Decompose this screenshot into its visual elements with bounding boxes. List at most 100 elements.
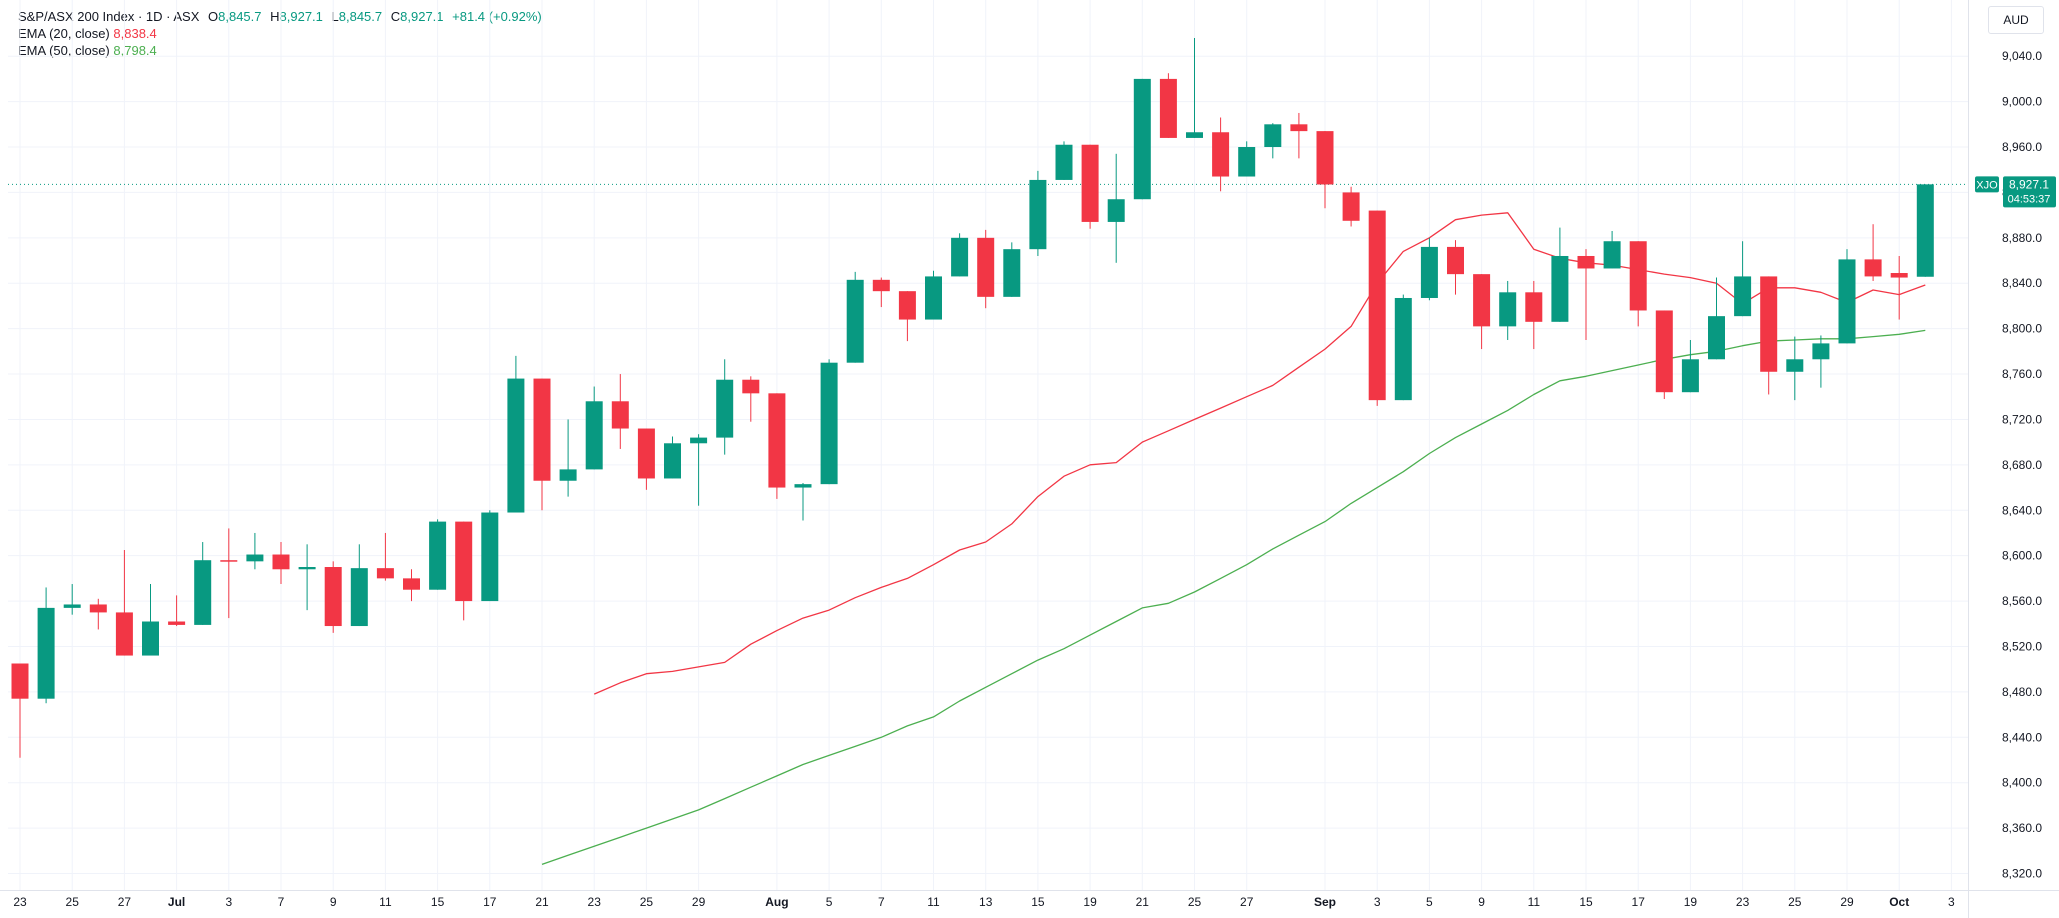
last-price-text: 8,927.1	[2009, 177, 2049, 191]
candle-down	[1629, 241, 1647, 327]
candle-up	[846, 271, 864, 363]
symbol-title[interactable]: S&P/ASX 200 Index · 1D · ASX	[18, 9, 200, 24]
candle-down	[898, 291, 916, 342]
candle-down	[272, 542, 290, 585]
candle-body	[1186, 132, 1203, 138]
candle-up	[1499, 280, 1517, 340]
price-tick-label: 8,520.0	[2002, 639, 2042, 653]
price-tick-label: 8,600.0	[2002, 549, 2042, 563]
candle-down	[533, 378, 551, 511]
candle-body	[1786, 359, 1804, 372]
candle-body	[1107, 199, 1125, 222]
candle-body	[324, 567, 342, 627]
candle-body	[716, 379, 734, 438]
candle-up	[1055, 141, 1073, 180]
candle-body	[1551, 255, 1569, 322]
time-tick-label: 19	[1083, 895, 1097, 909]
candle-up	[794, 483, 812, 521]
candle-down	[89, 598, 107, 630]
time-tick-label: 29	[1840, 895, 1854, 909]
candle-body	[1812, 343, 1830, 360]
candle-body	[690, 437, 708, 444]
candle-up	[1551, 227, 1569, 322]
time-axis[interactable]: 23 25 27 Jul 3 7 9 11 15 17 21 23 25 29 Aug 5 7 11 13 15 19 2…	[13, 895, 1955, 909]
candle-body	[1133, 78, 1151, 200]
time-tick-label: 11	[379, 895, 392, 909]
candle-body	[1420, 246, 1438, 298]
candle-down	[1655, 310, 1673, 400]
price-tick-label: 8,880.0	[2002, 231, 2042, 245]
time-tick-label: 17	[1632, 895, 1646, 909]
candle-body	[1473, 274, 1491, 327]
candle-body	[1238, 147, 1256, 177]
time-tick-label: Oct	[1889, 895, 1909, 909]
candle-down	[1212, 117, 1230, 192]
candle-up	[1264, 123, 1282, 159]
time-tick-label: 7	[278, 895, 285, 909]
candle-up	[1812, 335, 1830, 388]
price-axis[interactable]: 8,320.0 8,360.0 8,400.0 8,440.0 8,480.0 8,520…	[2002, 49, 2042, 880]
candle-body	[1916, 184, 1934, 277]
candle-up	[1420, 237, 1438, 301]
price-tick-label: 8,640.0	[2002, 503, 2042, 517]
candle-up	[1603, 231, 1621, 269]
currency-button[interactable]: AUD	[1988, 6, 2044, 34]
candle-up	[559, 419, 577, 497]
candle-up	[951, 233, 969, 277]
price-tick-label: 9,040.0	[2002, 49, 2042, 63]
candle-body	[1525, 292, 1543, 322]
candle-up	[481, 510, 499, 602]
candle-body	[1890, 273, 1908, 278]
candle-up	[664, 436, 681, 479]
high-label: H	[270, 9, 280, 24]
candle-body	[1447, 246, 1464, 275]
candle-body	[559, 469, 577, 481]
change-value: +81.4 (+0.92%)	[452, 9, 542, 24]
time-tick-label: 21	[1136, 895, 1150, 909]
candle-body	[1655, 310, 1673, 393]
candle-down	[1890, 255, 1908, 320]
time-tick-label: 21	[535, 895, 549, 909]
candle-down	[1577, 249, 1595, 340]
price-tick-label: 8,840.0	[2002, 276, 2042, 290]
candle-down	[324, 561, 342, 633]
time-tick-label: 29	[692, 895, 706, 909]
candle-body	[481, 512, 499, 602]
candle-up	[194, 542, 212, 625]
candle-up	[1838, 249, 1856, 344]
candle-down	[11, 663, 29, 758]
candle-down	[1159, 73, 1177, 138]
candle-body	[63, 604, 81, 608]
candle-body	[1394, 297, 1412, 401]
candle-up	[1681, 339, 1699, 393]
time-tick-label: Jul	[168, 895, 185, 909]
candle-body	[168, 621, 186, 625]
time-tick-label: 11	[1528, 895, 1541, 909]
candle-down	[1473, 274, 1491, 350]
candle-body	[664, 443, 681, 479]
candle-body	[1159, 78, 1177, 138]
ema50-line	[541, 329, 1926, 866]
candle-down	[1342, 186, 1360, 227]
candle-down	[1525, 280, 1543, 350]
candle-body	[1342, 192, 1360, 221]
candle-body	[1760, 276, 1778, 372]
candle-down	[115, 549, 133, 656]
candle-down	[1864, 224, 1882, 281]
candle-body	[742, 379, 760, 394]
candle-up	[1107, 153, 1125, 263]
candle-body	[350, 568, 368, 627]
price-tick-label: 8,320.0	[2002, 867, 2042, 881]
time-tick-label: 3	[1374, 895, 1381, 909]
candle-up	[716, 359, 734, 455]
time-tick-label: 27	[118, 895, 132, 909]
candle-body	[1368, 210, 1386, 401]
ticker-text: XJO	[1976, 179, 1998, 191]
ema50-series	[541, 329, 1926, 866]
price-tick-label: 8,800.0	[2002, 322, 2042, 336]
candle-body	[1681, 359, 1699, 393]
candle-up	[690, 434, 708, 506]
candle-down	[637, 428, 655, 490]
